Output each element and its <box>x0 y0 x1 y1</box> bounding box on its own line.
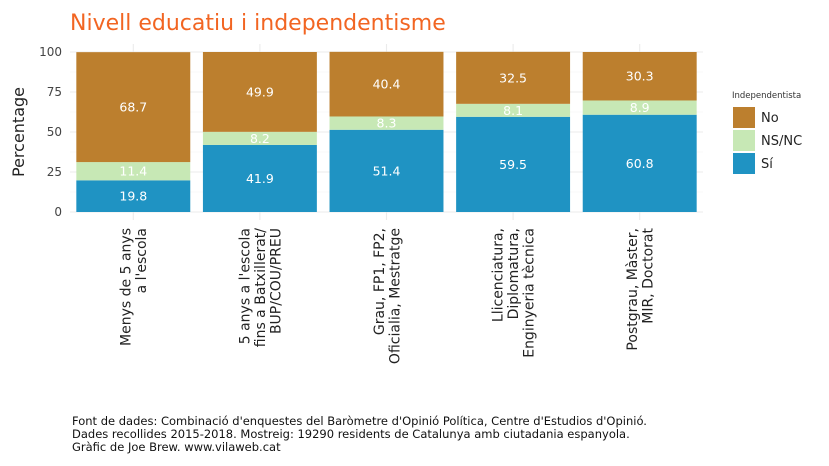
x-tick-label-line: fins a Batxillerat/ <box>253 228 269 348</box>
bar-segment <box>202 52 317 132</box>
plot-area: 0 25 50 75 100 19.8 11.4 68.7 41.9 8.2 49.9 51.4 8.3… <box>39 44 703 364</box>
caption-line: Font de dades: Combinació d'enquestes de… <box>72 414 647 428</box>
legend-title: Independentista <box>732 91 801 101</box>
bar-segment <box>329 116 444 130</box>
data-label: 8.3 <box>377 116 397 131</box>
bar-segment <box>456 51 571 104</box>
bar-segment <box>329 51 444 117</box>
x-tick-label-line: Menys de 5 anys <box>119 228 135 346</box>
x-tick-label-line: 5 anys a l'escola <box>237 228 253 344</box>
x-tick-label-line: BUP/COU/PREU <box>268 228 284 334</box>
y-axis-label: Percentage <box>9 87 28 177</box>
legend: Independentista No NS/NC Sí <box>732 91 802 174</box>
bar-segment <box>582 52 697 101</box>
legend-label: NS/NC <box>761 134 802 149</box>
legend-swatch <box>733 107 755 128</box>
x-tick-label-line: Postgrau, Màster, <box>625 228 641 351</box>
data-label: 32.5 <box>499 70 527 85</box>
x-tick-label: Llicenciatura,Diplomatura,Enginyeria tèc… <box>491 228 538 358</box>
x-tick-label-line: Grau, FP1, FP2, <box>372 228 388 335</box>
chart-title: Nivell educatiu i independentisme <box>70 11 446 36</box>
y-tick-label: 75 <box>47 85 62 99</box>
legend-label: No <box>761 111 779 126</box>
caption-line: Gràfic de Joe Brew. www.vilaweb.cat <box>72 440 281 454</box>
data-label: 30.3 <box>626 69 654 84</box>
y-tick-label: 50 <box>47 125 62 139</box>
data-label: 19.8 <box>119 189 147 204</box>
x-tick-label-line: a l'escola <box>134 228 150 293</box>
data-label: 49.9 <box>246 84 274 99</box>
legend-swatch <box>733 153 755 174</box>
bar-segment <box>456 116 571 212</box>
bar-segment <box>76 52 191 163</box>
data-label: 40.4 <box>373 77 401 92</box>
bar-segment <box>202 131 317 145</box>
data-label: 60.8 <box>626 156 654 171</box>
y-tick-label: 0 <box>54 205 62 219</box>
x-tick-label-line: Llicenciatura, <box>491 228 507 322</box>
data-label: 51.4 <box>373 163 401 178</box>
bar-segment <box>202 144 317 212</box>
x-tick-label-line: Enginyeria tècnica <box>522 228 538 358</box>
x-tick-label-line: Oficialia, Mestratge <box>387 228 403 364</box>
x-tick-label-line: MIR, Doctorat <box>640 227 656 323</box>
bar-segment <box>76 180 191 212</box>
caption: Font de dades: Combinació d'enquestes de… <box>72 415 647 454</box>
caption-line: Dades recollides 2015-2018. Mostreig: 19… <box>72 427 630 441</box>
x-tick-label: Grau, FP1, FP2,Oficialia, Mestratge <box>372 228 404 364</box>
data-label: 59.5 <box>499 157 527 172</box>
x-tick-label: Menys de 5 anysa l'escola <box>119 228 151 346</box>
y-tick-label: 100 <box>39 45 62 59</box>
legend-swatch <box>733 130 755 151</box>
y-tick-label: 25 <box>47 165 62 179</box>
bar-segment <box>329 129 444 212</box>
bar-segment <box>456 103 571 117</box>
data-label: 41.9 <box>246 171 274 186</box>
data-label: 68.7 <box>119 100 147 115</box>
x-tick-label: Postgrau, Màster,MIR, Doctorat <box>625 227 657 350</box>
data-label: 11.4 <box>119 164 147 179</box>
x-tick-label: 5 anys a l'escolafins a Batxillerat/BUP/… <box>237 228 284 348</box>
legend-label: Sí <box>761 157 773 172</box>
data-label: 8.2 <box>250 131 270 146</box>
data-label: 8.1 <box>503 103 523 118</box>
bar-segment <box>582 114 697 212</box>
bar-segment <box>76 162 191 181</box>
data-label: 8.9 <box>630 100 650 115</box>
bar-segment <box>582 100 697 115</box>
x-tick-label-line: Diplomatura, <box>506 228 522 319</box>
